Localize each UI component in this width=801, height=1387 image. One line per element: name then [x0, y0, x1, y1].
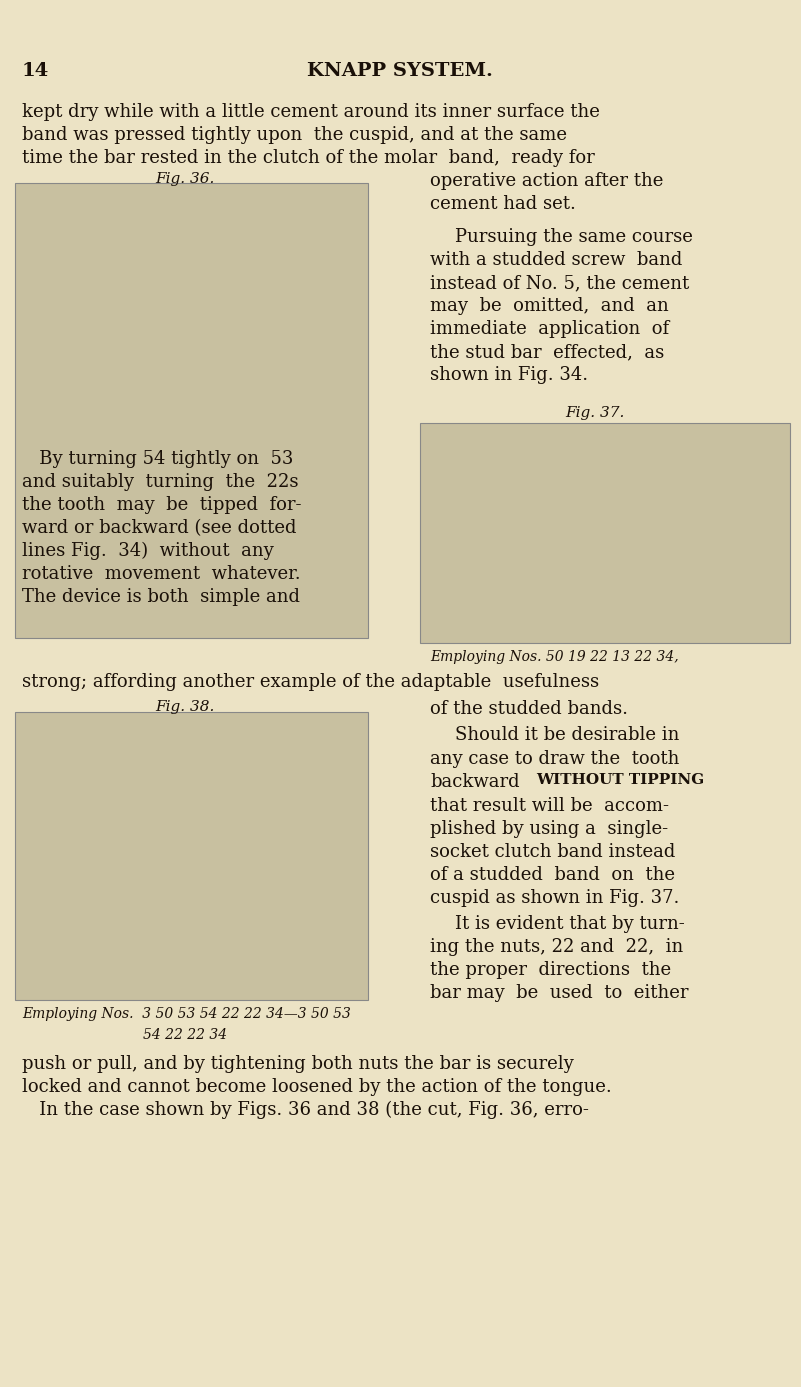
Text: any case to draw the  tooth: any case to draw the tooth: [430, 750, 679, 768]
Text: kept dry while with a little cement around its inner surface the: kept dry while with a little cement arou…: [22, 103, 600, 121]
Text: time the bar rested in the clutch of the molar  band,  ready for: time the bar rested in the clutch of the…: [22, 148, 595, 166]
Text: that result will be  accom-: that result will be accom-: [430, 798, 669, 816]
Text: of a studded  band  on  the: of a studded band on the: [430, 865, 675, 884]
Text: The device is both  simple and: The device is both simple and: [22, 588, 300, 606]
Text: plished by using a  single-: plished by using a single-: [430, 820, 668, 838]
Text: cement had set.: cement had set.: [430, 196, 576, 214]
Text: It is evident that by turn-: It is evident that by turn-: [455, 915, 685, 933]
Bar: [15, 712, 368, 1000]
Text: Fig. 37.: Fig. 37.: [566, 406, 625, 420]
Text: immediate  application  of: immediate application of: [430, 320, 669, 338]
Text: the stud bar  effected,  as: the stud bar effected, as: [430, 343, 664, 361]
Text: KNAPP SYSTEM.: KNAPP SYSTEM.: [307, 62, 493, 80]
Text: rotative  movement  whatever.: rotative movement whatever.: [22, 565, 300, 583]
Text: band was pressed tightly upon  the cuspid, and at the same: band was pressed tightly upon the cuspid…: [22, 126, 567, 144]
Text: push or pull, and by tightening both nuts the bar is securely: push or pull, and by tightening both nut…: [22, 1056, 574, 1074]
Text: socket clutch band instead: socket clutch band instead: [430, 843, 675, 861]
Text: instead of No. 5, the cement: instead of No. 5, the cement: [430, 275, 689, 293]
Text: locked and cannot become loosened by the action of the tongue.: locked and cannot become loosened by the…: [22, 1078, 612, 1096]
Text: Should it be desirable in: Should it be desirable in: [455, 725, 679, 743]
Text: of the studded bands.: of the studded bands.: [430, 700, 628, 718]
Text: lines Fig.  34)  without  any: lines Fig. 34) without any: [22, 542, 274, 560]
Text: strong; affording another example of the adaptable  usefulness: strong; affording another example of the…: [22, 673, 599, 691]
Text: Fig. 38.: Fig. 38.: [155, 700, 215, 714]
Text: ing the nuts, 22 and  22,  in: ing the nuts, 22 and 22, in: [430, 938, 683, 956]
Text: Fig. 36.: Fig. 36.: [155, 172, 215, 186]
Text: shown in Fig. 34.: shown in Fig. 34.: [430, 366, 588, 384]
Text: ward or backward (see dotted: ward or backward (see dotted: [22, 519, 296, 537]
Text: may  be  omitted,  and  an: may be omitted, and an: [430, 297, 669, 315]
Text: Employing Nos.  3 50 53 54 22 22 34—3 50 53: Employing Nos. 3 50 53 54 22 22 34—3 50 …: [22, 1007, 351, 1021]
Text: the proper  directions  the: the proper directions the: [430, 961, 671, 979]
Text: Pursuing the same course: Pursuing the same course: [455, 227, 693, 245]
Bar: [15, 183, 368, 638]
Text: cuspid as shown in Fig. 37.: cuspid as shown in Fig. 37.: [430, 889, 679, 907]
Text: In the case shown by Figs. 36 and 38 (the cut, Fig. 36, erro-: In the case shown by Figs. 36 and 38 (th…: [22, 1101, 589, 1119]
Text: bar may  be  used  to  either: bar may be used to either: [430, 983, 689, 1001]
Text: operative action after the: operative action after the: [430, 172, 663, 190]
Text: backward: backward: [430, 773, 520, 791]
Text: 54 22 22 34: 54 22 22 34: [143, 1028, 227, 1042]
Text: Employing Nos. 50 19 22 13 22 34,: Employing Nos. 50 19 22 13 22 34,: [430, 651, 678, 664]
Text: 14: 14: [22, 62, 49, 80]
Text: WITHOUT TIPPING: WITHOUT TIPPING: [536, 773, 704, 786]
Text: with a studded screw  band: with a studded screw band: [430, 251, 682, 269]
Text: By turning 54 tightly on  53: By turning 54 tightly on 53: [22, 449, 293, 467]
Text: the tooth  may  be  tipped  for-: the tooth may be tipped for-: [22, 497, 301, 515]
Bar: [420, 423, 790, 644]
Text: and suitably  turning  the  22s: and suitably turning the 22s: [22, 473, 299, 491]
